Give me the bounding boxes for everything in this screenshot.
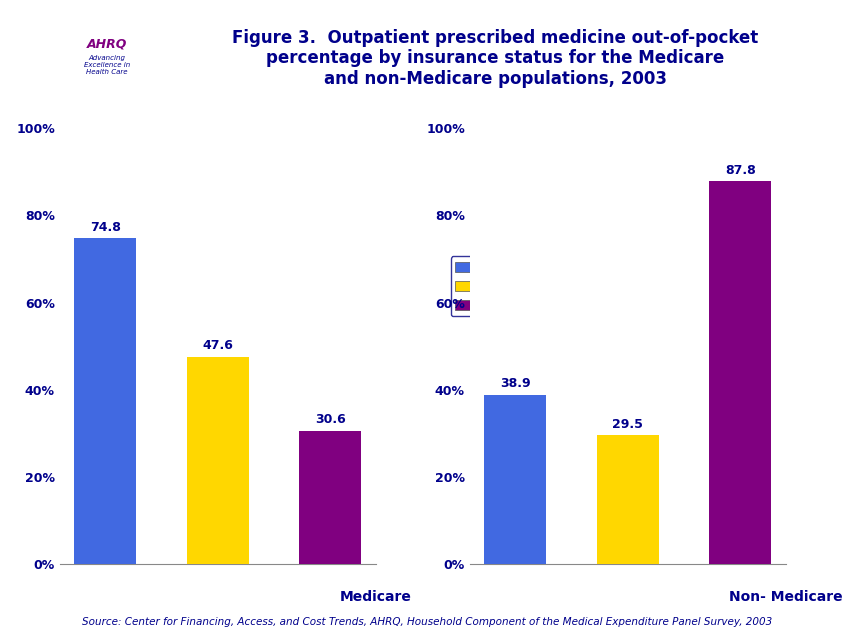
Bar (596, 435, 658, 564)
Text: AHRQ: AHRQ (86, 37, 127, 50)
Text: Non- Medicare: Non- Medicare (728, 590, 842, 604)
Text: 47.6: 47.6 (202, 339, 233, 353)
Legend: Medicare only, Medicare + any private, Medicare + public only: Medicare only, Medicare + any private, M… (450, 256, 638, 317)
Bar (709, 181, 770, 564)
Text: 30.6: 30.6 (315, 413, 345, 426)
Bar (484, 394, 545, 564)
Text: 87.8: 87.8 (724, 164, 755, 177)
Text: 74.8: 74.8 (90, 221, 120, 234)
Text: 38.9: 38.9 (499, 377, 530, 390)
Bar (299, 431, 361, 564)
Text: 29.5: 29.5 (612, 418, 642, 431)
Text: Source: Center for Financing, Access, and Cost Trends, AHRQ, Household Component: Source: Center for Financing, Access, an… (82, 617, 771, 627)
Text: Figure 3.  Outpatient prescribed medicine out-of-pocket
percentage by insurance : Figure 3. Outpatient prescribed medicine… (232, 29, 757, 88)
Text: Medicare: Medicare (339, 590, 411, 604)
Bar (187, 356, 248, 564)
Text: Advancing
Excellence in
Health Care: Advancing Excellence in Health Care (84, 55, 130, 76)
Bar (74, 238, 136, 564)
